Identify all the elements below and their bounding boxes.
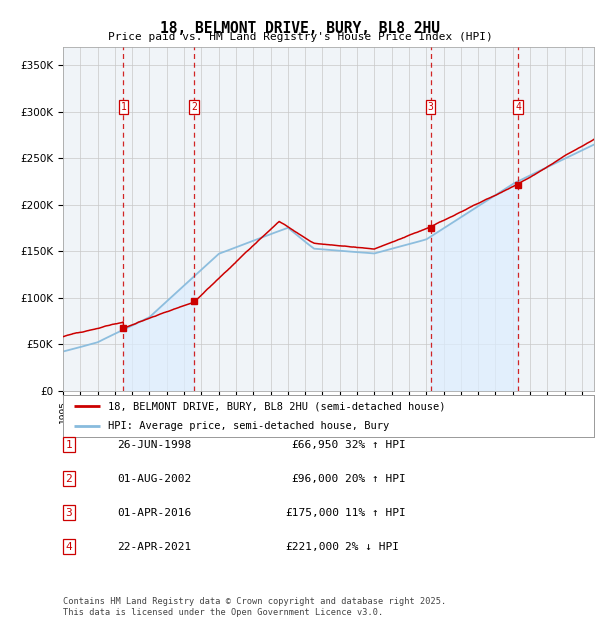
- Text: £66,950: £66,950: [292, 440, 339, 450]
- Text: 32% ↑ HPI: 32% ↑ HPI: [345, 440, 406, 450]
- Text: 2% ↓ HPI: 2% ↓ HPI: [345, 542, 399, 552]
- Text: 3: 3: [65, 508, 73, 518]
- Text: 2: 2: [191, 102, 197, 112]
- Text: 18, BELMONT DRIVE, BURY, BL8 2HU (semi-detached house): 18, BELMONT DRIVE, BURY, BL8 2HU (semi-d…: [108, 401, 446, 411]
- Text: 1: 1: [121, 102, 127, 112]
- Text: £96,000: £96,000: [292, 474, 339, 484]
- Text: 26-JUN-1998: 26-JUN-1998: [117, 440, 191, 450]
- Text: 4: 4: [515, 102, 521, 112]
- Text: Price paid vs. HM Land Registry's House Price Index (HPI): Price paid vs. HM Land Registry's House …: [107, 32, 493, 42]
- Text: 20% ↑ HPI: 20% ↑ HPI: [345, 474, 406, 484]
- Text: 18, BELMONT DRIVE, BURY, BL8 2HU: 18, BELMONT DRIVE, BURY, BL8 2HU: [160, 21, 440, 36]
- Text: HPI: Average price, semi-detached house, Bury: HPI: Average price, semi-detached house,…: [108, 421, 389, 431]
- Text: 01-AUG-2002: 01-AUG-2002: [117, 474, 191, 484]
- Text: 11% ↑ HPI: 11% ↑ HPI: [345, 508, 406, 518]
- Text: £175,000: £175,000: [285, 508, 339, 518]
- Text: 4: 4: [65, 542, 73, 552]
- Text: 3: 3: [428, 102, 433, 112]
- Text: 22-APR-2021: 22-APR-2021: [117, 542, 191, 552]
- Text: 1: 1: [65, 440, 73, 450]
- Text: 01-APR-2016: 01-APR-2016: [117, 508, 191, 518]
- Text: £221,000: £221,000: [285, 542, 339, 552]
- Text: 2: 2: [65, 474, 73, 484]
- Text: Contains HM Land Registry data © Crown copyright and database right 2025.
This d: Contains HM Land Registry data © Crown c…: [63, 598, 446, 617]
